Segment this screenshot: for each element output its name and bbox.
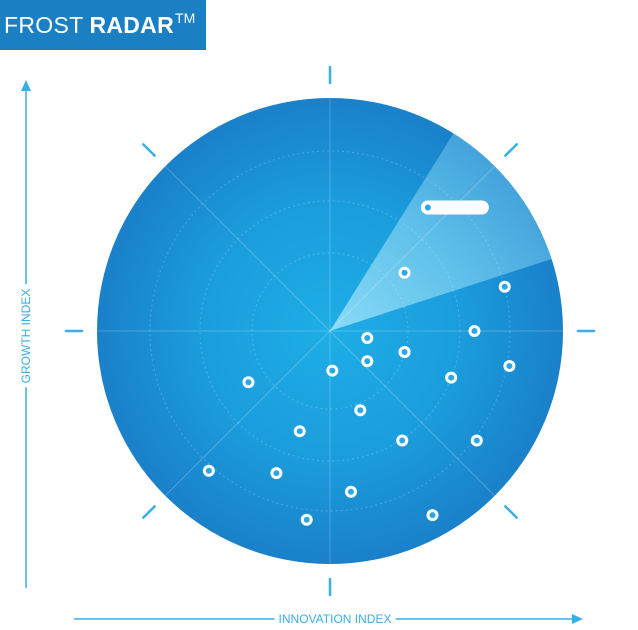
marker-core	[296, 428, 303, 435]
company-marker	[300, 513, 313, 526]
company-marker	[426, 509, 439, 522]
radar-sweep	[330, 133, 552, 331]
title-frost: FROST	[4, 11, 84, 38]
marker-core	[401, 348, 408, 355]
innovation-index-label: INNOVATION INDEX	[274, 612, 396, 626]
marker-core	[303, 516, 310, 523]
marker-core	[245, 379, 252, 386]
marker-core	[401, 269, 408, 276]
company-marker	[293, 425, 306, 438]
company-marker	[344, 485, 357, 498]
marker-core	[357, 407, 364, 414]
grid-ring	[199, 200, 461, 462]
grid-spoke	[329, 330, 496, 497]
grid-ring	[251, 252, 409, 410]
marker-core	[473, 437, 480, 444]
x-axis-arrow	[572, 614, 583, 624]
company-marker	[396, 434, 409, 447]
company-marker	[326, 364, 339, 377]
highlight-bar	[420, 200, 489, 215]
marker-core	[399, 437, 406, 444]
grid-spoke	[329, 165, 496, 332]
company-marker	[421, 201, 434, 214]
company-marker	[202, 464, 215, 477]
radar-tick	[142, 505, 156, 519]
grid-ring	[149, 150, 511, 512]
radar-tick	[504, 505, 518, 519]
frost-radar-title: FROST RADAR TM	[0, 0, 206, 50]
marker-core	[205, 467, 212, 474]
company-marker	[270, 467, 283, 480]
company-markers	[202, 201, 516, 526]
company-marker	[468, 325, 481, 337]
marker-core	[429, 512, 436, 519]
radar-grid	[97, 98, 563, 564]
title-radar: RADAR	[89, 11, 175, 38]
grid-spoke	[164, 165, 331, 332]
company-marker	[503, 359, 516, 372]
marker-core	[424, 204, 431, 211]
marker-core	[364, 334, 371, 341]
company-marker	[354, 404, 367, 417]
marker-core	[329, 367, 336, 374]
radar-tick	[504, 143, 518, 157]
y-axis-arrow	[21, 80, 31, 91]
company-marker	[470, 434, 483, 447]
company-marker	[361, 355, 374, 368]
marker-core	[448, 374, 455, 381]
company-marker	[498, 280, 511, 293]
marker-core	[273, 470, 280, 477]
company-marker	[445, 371, 458, 384]
marker-core	[347, 488, 354, 495]
marker-core	[364, 358, 371, 365]
company-marker	[398, 345, 411, 358]
marker-core	[471, 328, 478, 334]
company-marker	[361, 331, 374, 344]
radar-ticks	[64, 65, 596, 597]
radar-tick	[142, 143, 156, 157]
marker-core	[501, 283, 508, 290]
company-marker	[398, 266, 411, 279]
grid-spoke	[164, 330, 331, 497]
title-trademark: TM	[175, 10, 196, 26]
company-marker	[242, 376, 255, 389]
marker-core	[506, 362, 513, 369]
growth-index-label: GROWTH INDEX	[19, 284, 33, 388]
